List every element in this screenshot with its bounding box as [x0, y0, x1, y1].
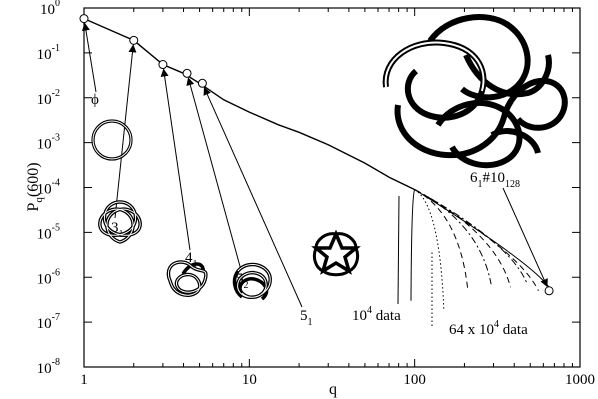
y-tick-label: 10-2 [37, 88, 60, 108]
annotation-arrow [186, 77, 242, 271]
x-axis-title: q [329, 381, 337, 398]
figure-eight-knot-illustration [166, 260, 208, 297]
label-6-1-10-128: 61#10128 [470, 170, 520, 190]
unknot-illustration [91, 119, 133, 161]
y-tick-label: 10-6 [37, 267, 60, 287]
trefoil-knot-illustration [98, 200, 142, 244]
annotation-10e4-data: 104 data [352, 305, 401, 324]
tail-line [410, 189, 416, 301]
tail-line [414, 189, 492, 285]
cinquefoil-knot-illustration [311, 229, 361, 277]
annotation-arrow [114, 44, 137, 219]
annotation-line-10e4 [397, 195, 400, 305]
y-tick-label: 10-8 [37, 357, 60, 377]
y-tick-label: 10-3 [37, 133, 60, 153]
annotation-arrow [160, 68, 191, 251]
annotation-arrow [502, 187, 548, 288]
y-tick-label: 100 [40, 0, 60, 18]
knot-marker [129, 35, 139, 45]
annotation-arrow [81, 22, 97, 93]
knot-marker [182, 68, 192, 78]
y-tick-label: 10-1 [37, 43, 60, 63]
data-tails [410, 189, 550, 309]
x-tick-label: 1 [80, 372, 88, 388]
annotation-arrows [81, 22, 548, 326]
x-tick-label: 1000 [565, 372, 595, 388]
knot-5-2-illustration [232, 262, 272, 301]
x-tick-label: 100 [403, 372, 426, 388]
y-axis-title-main: P [25, 203, 42, 212]
y-axis-title-sub: q [33, 197, 45, 203]
tail-line [414, 189, 511, 288]
y-tick-label: 10-4 [37, 178, 60, 198]
y-axis-title: Pq(600) [25, 162, 45, 211]
y-tick-label: 10-5 [37, 222, 60, 242]
knot-markers [79, 14, 554, 296]
tail-line [414, 189, 445, 309]
tail-line [414, 189, 539, 292]
annotation-arrow [203, 86, 303, 308]
axis-tick-labels: 1 10 100 1000 100 10-1 10-2 10-3 10-4 10-5 10-6 10-… [37, 0, 595, 388]
label-5-1: 51 [300, 308, 313, 328]
y-axis-title-suffix: (600) [25, 162, 42, 197]
annotation-64x10e4-data: 64 x 104 data [449, 319, 528, 338]
knot-marker [79, 14, 89, 24]
knot-marker [197, 78, 207, 88]
y-tick-label: 10-7 [37, 312, 60, 332]
knot-marker [158, 60, 168, 70]
axis-ticks [83, 7, 580, 368]
x-tick-label: 10 [242, 372, 257, 388]
complex-knot-illustration [382, 14, 568, 169]
label-unknot: ϕ [91, 92, 99, 108]
knot-marker [544, 286, 554, 296]
